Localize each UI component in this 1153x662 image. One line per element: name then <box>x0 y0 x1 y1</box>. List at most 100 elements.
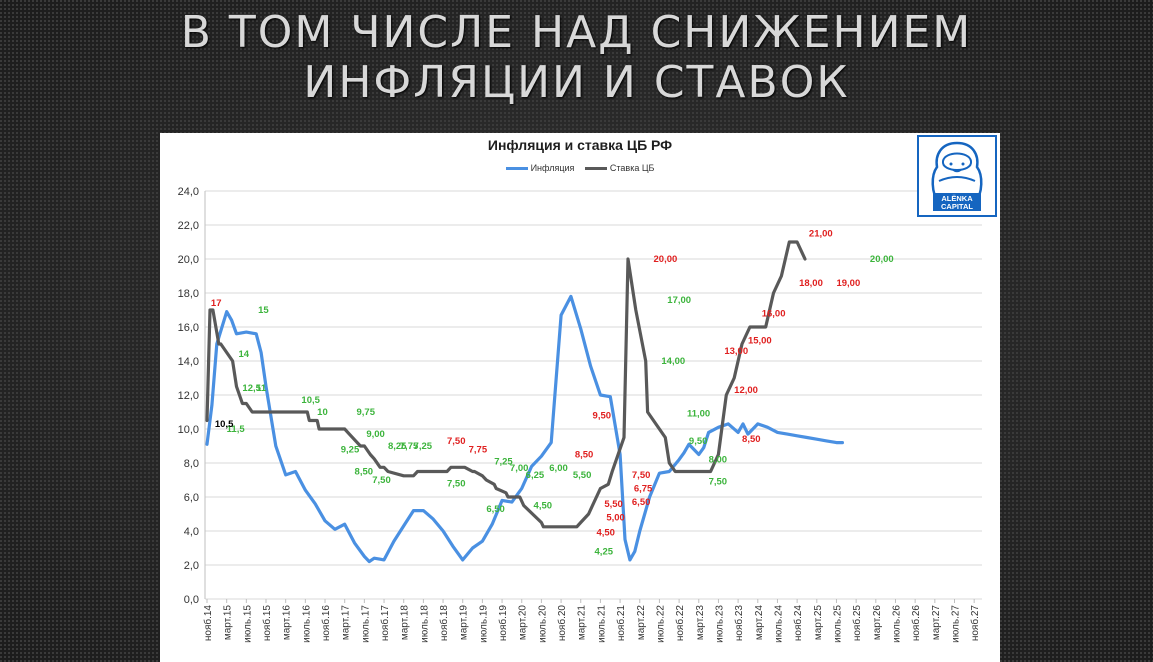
data-label: 5,00 <box>606 512 625 523</box>
x-tick-label: июль.20 <box>537 605 548 643</box>
x-tick-label: июль.22 <box>655 605 666 643</box>
x-tick-label: март.27 <box>931 605 942 641</box>
x-tick-label: март.15 <box>223 605 234 641</box>
data-label: 19,00 <box>836 278 860 289</box>
x-tick-label: июль.21 <box>596 605 607 643</box>
x-tick-label: нояб.17 <box>379 605 391 642</box>
x-tick-label: июль.26 <box>891 605 902 643</box>
rate-line <box>205 240 807 529</box>
data-label: 7,75 <box>469 444 488 455</box>
data-label: 10 <box>317 407 328 418</box>
legend-label-rate: Ставка ЦБ <box>609 163 655 173</box>
y-tick-label: 12,0 <box>178 390 199 402</box>
data-label: 12,00 <box>734 385 758 396</box>
data-label: 6,50 <box>632 497 651 508</box>
data-label: 9,25 <box>341 444 360 455</box>
x-tick-label: нояб.24 <box>792 605 804 642</box>
data-label: 8,50 <box>355 467 374 478</box>
x-tick-label: июль.15 <box>242 605 253 643</box>
data-label: 4,50 <box>534 501 553 512</box>
y-tick-label: 2,0 <box>184 560 199 572</box>
data-label: 11,00 <box>687 409 710 420</box>
data-label: 7,50 <box>447 478 466 489</box>
x-tick-label: март.20 <box>518 605 529 641</box>
x-tick-label: июль.16 <box>301 605 312 643</box>
x-tick-label: март.25 <box>813 605 824 641</box>
x-tick-label: март.22 <box>636 605 647 641</box>
data-label: 8,50 <box>742 434 761 445</box>
chart-plot: 0,0 2,0 4,0 6,0 8,0 10,0 12,0 14,0 16,0 18,0 20,0 2… <box>178 186 982 643</box>
data-label: 11,5 <box>227 424 246 435</box>
y-tick-label: 16,0 <box>178 322 199 334</box>
data-label: 7,50 <box>632 470 651 481</box>
data-label: 11 <box>256 383 267 394</box>
data-label: 7,25 <box>414 441 433 452</box>
data-label: 9,75 <box>356 407 375 418</box>
x-tick-label: нояб.26 <box>910 605 922 642</box>
y-tick-label: 4,0 <box>184 526 199 538</box>
slide-title: В ТОМ ЧИСЛЕ НАД СНИЖЕНИЕМ ИНФЛЯЦИИ И СТА… <box>0 8 1153 108</box>
data-label: 6,25 <box>526 470 545 481</box>
x-tick-label: нояб.20 <box>556 605 568 642</box>
data-label: 9,50 <box>593 410 612 421</box>
slide-title-line-1: В ТОМ ЧИСЛЕ НАД СНИЖЕНИЕМ <box>180 7 973 58</box>
alenka-capital-logo: ALЁNKA CAPITAL <box>917 135 997 217</box>
data-label: 21,00 <box>809 229 833 240</box>
x-tick-label: нояб.21 <box>615 605 627 642</box>
data-label: 6,00 <box>549 463 568 474</box>
y-tick-label: 24,0 <box>178 186 199 198</box>
x-tick-label: нояб.23 <box>733 605 745 642</box>
x-tick-label: март.23 <box>695 605 706 641</box>
legend-item-rate: Ставка ЦБ <box>584 163 655 173</box>
data-label: 15 <box>258 305 269 316</box>
data-label: 7,50 <box>709 477 728 488</box>
data-label: 4,25 <box>595 546 614 557</box>
legend-label-inflation: Инфляция <box>530 163 575 173</box>
y-tick-label: 14,0 <box>178 356 199 368</box>
x-tick-label: март.24 <box>754 605 765 641</box>
data-label: 14,00 <box>661 356 685 367</box>
data-label: 13,00 <box>724 346 748 357</box>
data-label: 9,00 <box>366 429 385 440</box>
y-tick-label: 6,0 <box>184 492 199 504</box>
x-tick-label: март.18 <box>400 605 411 641</box>
data-label: 16,00 <box>762 308 786 319</box>
y-tick-label: 20,0 <box>178 254 199 266</box>
x-tick-label: март.21 <box>577 605 588 641</box>
y-tick-label: 0,0 <box>184 594 199 606</box>
data-label: 10,5 <box>301 395 320 406</box>
data-label: 5,50 <box>604 499 623 510</box>
data-label: 18,00 <box>799 278 823 289</box>
data-label: 5,50 <box>573 470 592 481</box>
legend-swatch-inflation <box>505 167 528 171</box>
data-label: 8,25 <box>388 441 407 452</box>
data-label: 7,75 <box>400 441 419 452</box>
x-tick-label: июль.18 <box>419 605 430 643</box>
x-tick-label: нояб.22 <box>674 605 686 642</box>
legend-swatch-rate <box>584 167 607 171</box>
x-tick-label: март.17 <box>341 605 352 641</box>
data-label: 7,50 <box>447 436 466 447</box>
chart-legend: Инфляция Ставка ЦБ <box>160 163 1000 173</box>
y-tick-label: 10,0 <box>178 424 199 436</box>
x-tick-label: март.19 <box>459 605 470 641</box>
x-tick-label: нояб.16 <box>320 605 332 642</box>
x-tick-label: июль.23 <box>714 605 725 643</box>
data-label: 8,50 <box>575 450 594 461</box>
data-label: 6,75 <box>634 484 653 495</box>
matryoshka-icon: ALЁNKA CAPITAL <box>931 141 983 211</box>
x-tick-label: июль.27 <box>950 605 961 643</box>
legend-item-inflation: Инфляция <box>505 163 575 173</box>
slide-title-line-2: ИНФЛЯЦИИ И СТАВОК <box>303 57 850 108</box>
x-tick-label: июль.25 <box>832 605 843 643</box>
x-tick-label: нояб.27 <box>969 605 981 642</box>
data-label: 15,00 <box>748 336 772 347</box>
y-tick-label: 18,0 <box>178 288 199 300</box>
data-label: 6,50 <box>486 504 505 515</box>
x-tick-label: нояб.19 <box>497 605 509 642</box>
x-tick-label: нояб.15 <box>261 605 273 642</box>
logo-text-line-1: ALЁNKA <box>941 194 973 203</box>
x-tick-label: март.16 <box>282 605 293 641</box>
x-tick-label: июль.17 <box>360 605 371 643</box>
inflation-line <box>205 294 844 564</box>
